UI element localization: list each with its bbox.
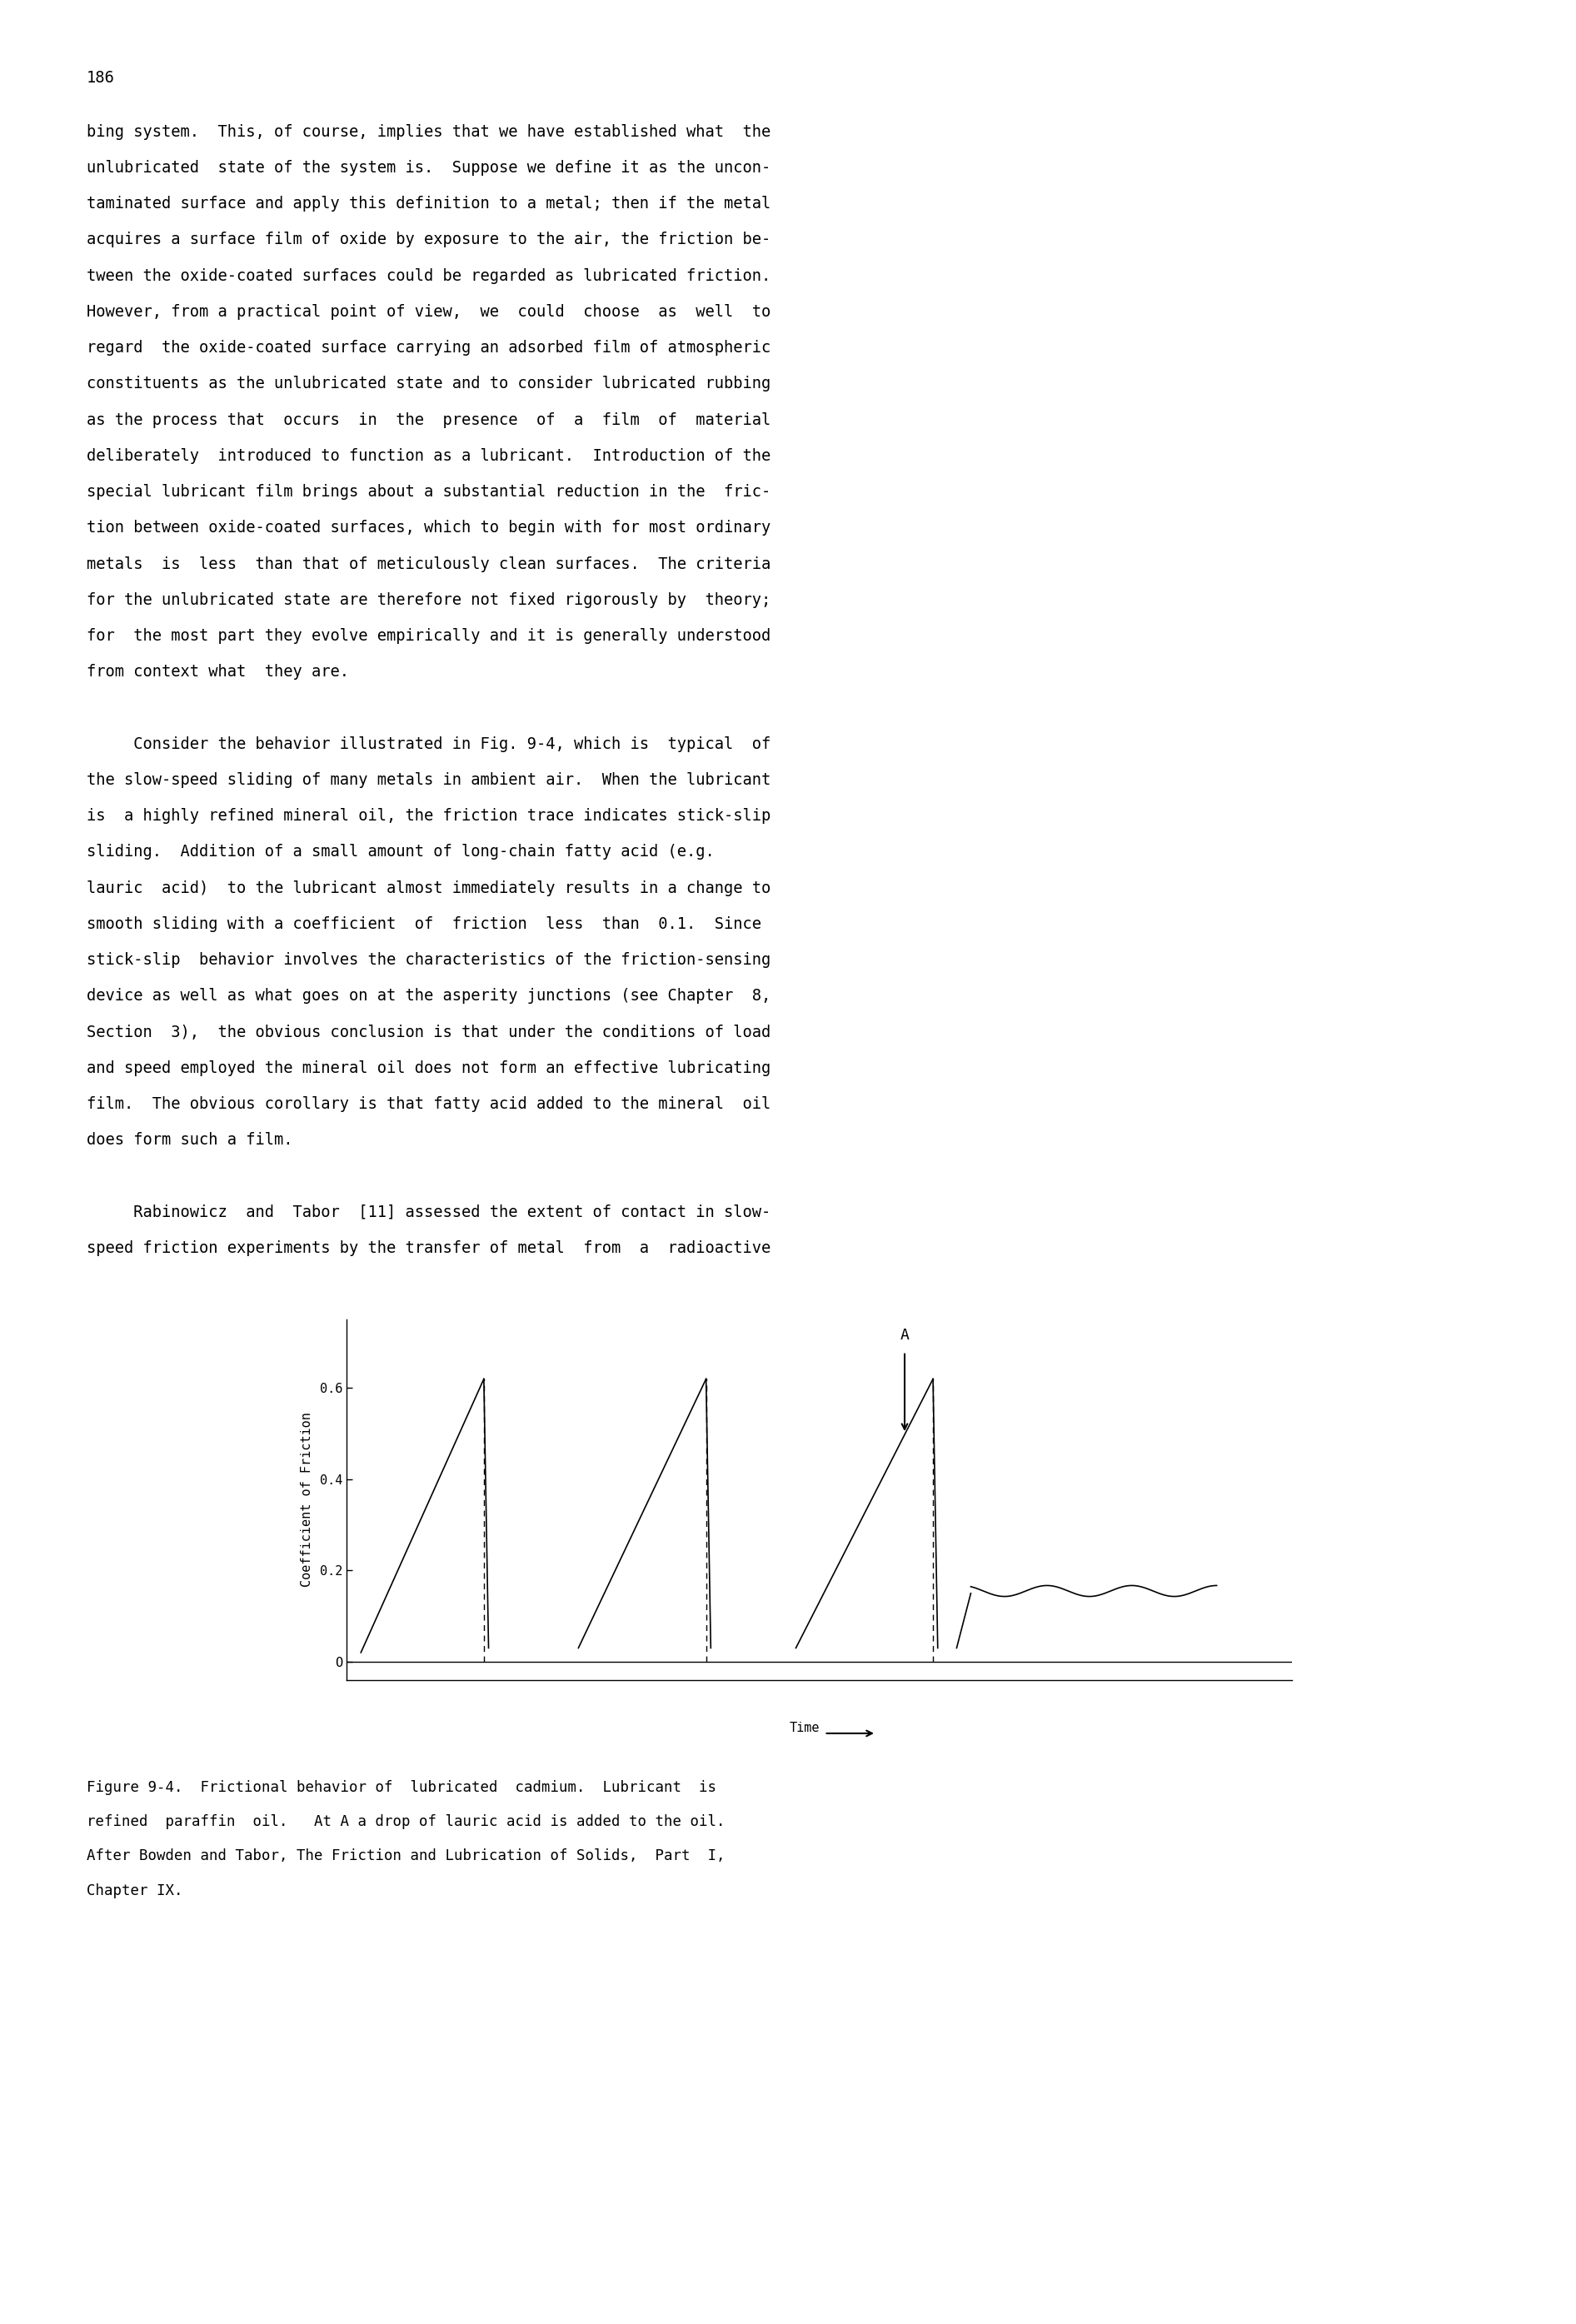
Text: bing system.  This, of course, implies that we have established what  the: bing system. This, of course, implies th… xyxy=(87,123,771,139)
Y-axis label: Coefficient of Friction: Coefficient of Friction xyxy=(301,1413,314,1587)
Text: Chapter IX.: Chapter IX. xyxy=(87,1882,183,1899)
Text: metals  is  less  than that of meticulously clean surfaces.  The criteria: metals is less than that of meticulously… xyxy=(87,555,771,572)
Text: unlubricated  state of the system is.  Suppose we define it as the uncon-: unlubricated state of the system is. Sup… xyxy=(87,160,771,177)
Text: the slow-speed sliding of many metals in ambient air.  When the lubricant: the slow-speed sliding of many metals in… xyxy=(87,772,771,788)
Text: does form such a film.: does form such a film. xyxy=(87,1132,293,1148)
Text: speed friction experiments by the transfer of metal  from  a  radioactive: speed friction experiments by the transf… xyxy=(87,1241,771,1257)
Text: for the unlubricated state are therefore not fixed rigorously by  theory;: for the unlubricated state are therefore… xyxy=(87,593,771,609)
Text: sliding.  Addition of a small amount of long-chain fatty acid (e.g.: sliding. Addition of a small amount of l… xyxy=(87,844,714,860)
Text: film.  The obvious corollary is that fatty acid added to the mineral  oil: film. The obvious corollary is that fatt… xyxy=(87,1097,771,1113)
Text: taminated surface and apply this definition to a metal; then if the metal: taminated surface and apply this definit… xyxy=(87,195,771,211)
Text: smooth sliding with a coefficient  of  friction  less  than  0.1.  Since: smooth sliding with a coefficient of fri… xyxy=(87,916,761,932)
Text: for  the most part they evolve empirically and it is generally understood: for the most part they evolve empiricall… xyxy=(87,627,771,644)
Text: Rabinowicz  and  Tabor  [11] assessed the extent of contact in slow-: Rabinowicz and Tabor [11] assessed the e… xyxy=(87,1204,771,1220)
Text: However, from a practical point of view,  we  could  choose  as  well  to: However, from a practical point of view,… xyxy=(87,304,771,321)
Text: device as well as what goes on at the asperity junctions (see Chapter  8,: device as well as what goes on at the as… xyxy=(87,988,771,1004)
Text: tween the oxide-coated surfaces could be regarded as lubricated friction.: tween the oxide-coated surfaces could be… xyxy=(87,267,771,284)
Text: Time: Time xyxy=(790,1722,820,1734)
Text: acquires a surface film of oxide by exposure to the air, the friction be-: acquires a surface film of oxide by expo… xyxy=(87,232,771,249)
Text: refined  paraffin  oil.   At A a drop of lauric acid is added to the oil.: refined paraffin oil. At A a drop of lau… xyxy=(87,1815,725,1829)
Text: from context what  they are.: from context what they are. xyxy=(87,665,348,681)
Text: Section  3),  the obvious conclusion is that under the conditions of load: Section 3), the obvious conclusion is th… xyxy=(87,1025,771,1041)
Text: lauric  acid)  to the lubricant almost immediately results in a change to: lauric acid) to the lubricant almost imm… xyxy=(87,881,771,897)
Text: tion between oxide-coated surfaces, which to begin with for most ordinary: tion between oxide-coated surfaces, whic… xyxy=(87,521,771,537)
Text: constituents as the unlubricated state and to consider lubricated rubbing: constituents as the unlubricated state a… xyxy=(87,376,771,393)
Text: Consider the behavior illustrated in Fig. 9-4, which is  typical  of: Consider the behavior illustrated in Fig… xyxy=(87,737,771,753)
Text: A: A xyxy=(900,1327,909,1343)
Text: regard  the oxide-coated surface carrying an adsorbed film of atmospheric: regard the oxide-coated surface carrying… xyxy=(87,339,771,356)
Text: stick-slip  behavior involves the characteristics of the friction-sensing: stick-slip behavior involves the charact… xyxy=(87,953,771,969)
Text: 186: 186 xyxy=(87,70,115,86)
Text: deliberately  introduced to function as a lubricant.  Introduction of the: deliberately introduced to function as a… xyxy=(87,449,771,465)
Text: is  a highly refined mineral oil, the friction trace indicates stick-slip: is a highly refined mineral oil, the fri… xyxy=(87,809,771,825)
Text: as the process that  occurs  in  the  presence  of  a  film  of  material: as the process that occurs in the presen… xyxy=(87,411,771,428)
Text: After Bowden and Tabor, The Friction and Lubrication of Solids,  Part  I,: After Bowden and Tabor, The Friction and… xyxy=(87,1848,725,1864)
Text: Figure 9-4.  Frictional behavior of  lubricated  cadmium.  Lubricant  is: Figure 9-4. Frictional behavior of lubri… xyxy=(87,1780,717,1794)
Text: special lubricant film brings about a substantial reduction in the  fric-: special lubricant film brings about a su… xyxy=(87,483,771,500)
Text: and speed employed the mineral oil does not form an effective lubricating: and speed employed the mineral oil does … xyxy=(87,1060,771,1076)
